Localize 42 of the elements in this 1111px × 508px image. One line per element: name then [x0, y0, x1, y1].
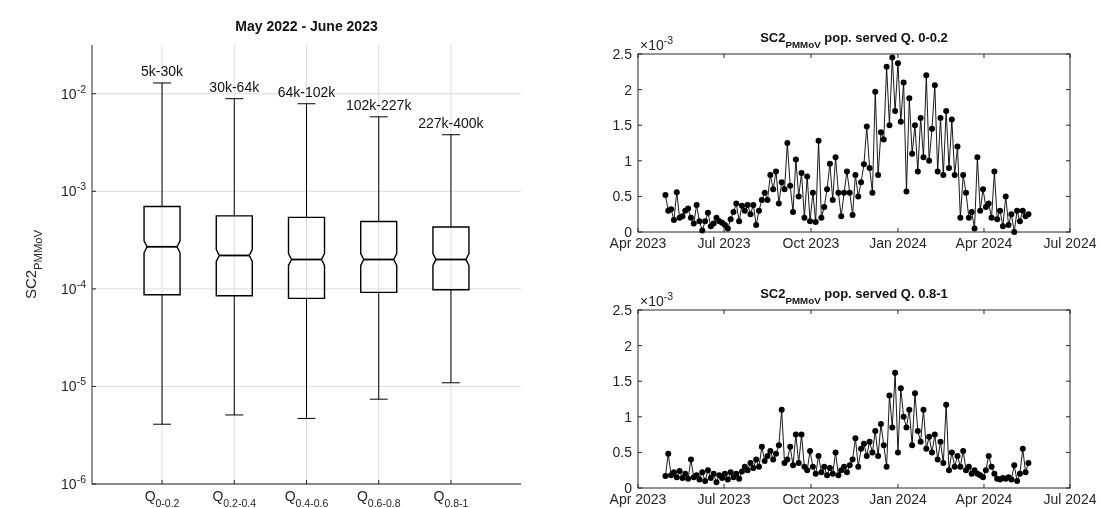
annotation: 64k-102k — [277, 83, 337, 100]
annotation: 5k-30k — [141, 62, 185, 79]
y-tick-label: 1.5 — [612, 373, 633, 390]
y-tick-label: 1.5 — [612, 117, 633, 134]
y-tick-label: 10$^{-3}$ — [61, 180, 87, 200]
x-tick-label: Jul 2024 — [1043, 491, 1097, 507]
x-tick-label: Q$_{0-0.2}$ — [144, 488, 180, 508]
y-tick-label: 0.5 — [612, 444, 633, 461]
y-tick-label: 2 — [624, 81, 633, 98]
x-tick-label: Jul 2023 — [697, 491, 751, 507]
y-tick-label: 0 — [624, 224, 633, 240]
x-tick-label: Oct 2023 — [782, 491, 840, 507]
x-tick-label: Oct 2023 — [782, 235, 840, 251]
annotation: 30k-64k — [209, 78, 261, 95]
y-tick-label: 2 — [624, 337, 633, 354]
y-tick-label: 10$^{-4}$ — [61, 277, 87, 297]
y-tick-label: 0.5 — [612, 188, 633, 205]
y-tick-label: 1 — [624, 408, 633, 425]
x-tick-label: Jan 2024 — [869, 491, 927, 507]
annotation: 102k-227k — [346, 96, 413, 113]
x-tick-label: Q$_{0.6-0.8}$ — [356, 488, 401, 508]
y-tick-label: 10$^{-2}$ — [61, 82, 87, 102]
x-tick-label: Jul 2023 — [697, 235, 751, 251]
x-tick-label: Apr 2024 — [955, 235, 1013, 251]
annotation: 227k-400k — [418, 114, 485, 131]
x-tick-label: Jul 2024 — [1043, 235, 1097, 251]
y-tick-label: 10$^{-5}$ — [61, 375, 87, 395]
text: ×10$^{-3}$ — [640, 290, 674, 309]
y-tick-label: 0 — [624, 480, 633, 496]
y-tick-label: 1 — [624, 152, 633, 169]
x-tick-label: Q$_{0.8-1}$ — [433, 488, 469, 508]
x-tick-label: Apr 2024 — [955, 491, 1013, 507]
x-tick-label: Q$_{0.4-0.6}$ — [284, 488, 329, 508]
y-tick-label: 10$^{-6}$ — [61, 473, 87, 492]
y-tick-label: 2.5 — [612, 302, 633, 318]
x-tick-label: Jan 2024 — [869, 235, 927, 251]
chart-title: SC2$_{PMMoV}$ pop. served Q. 0-0.2 — [760, 30, 948, 50]
y-tick-label: 2.5 — [612, 46, 633, 62]
chart-title: SC2$_{PMMoV}$ pop. served Q. 0.8-1 — [760, 286, 948, 306]
x-tick-label: Q$_{0.2-0.4}$ — [212, 488, 257, 508]
text: ×10$^{-3}$ — [640, 34, 674, 53]
chart-title: May 2022 - June 2023 — [235, 18, 378, 34]
